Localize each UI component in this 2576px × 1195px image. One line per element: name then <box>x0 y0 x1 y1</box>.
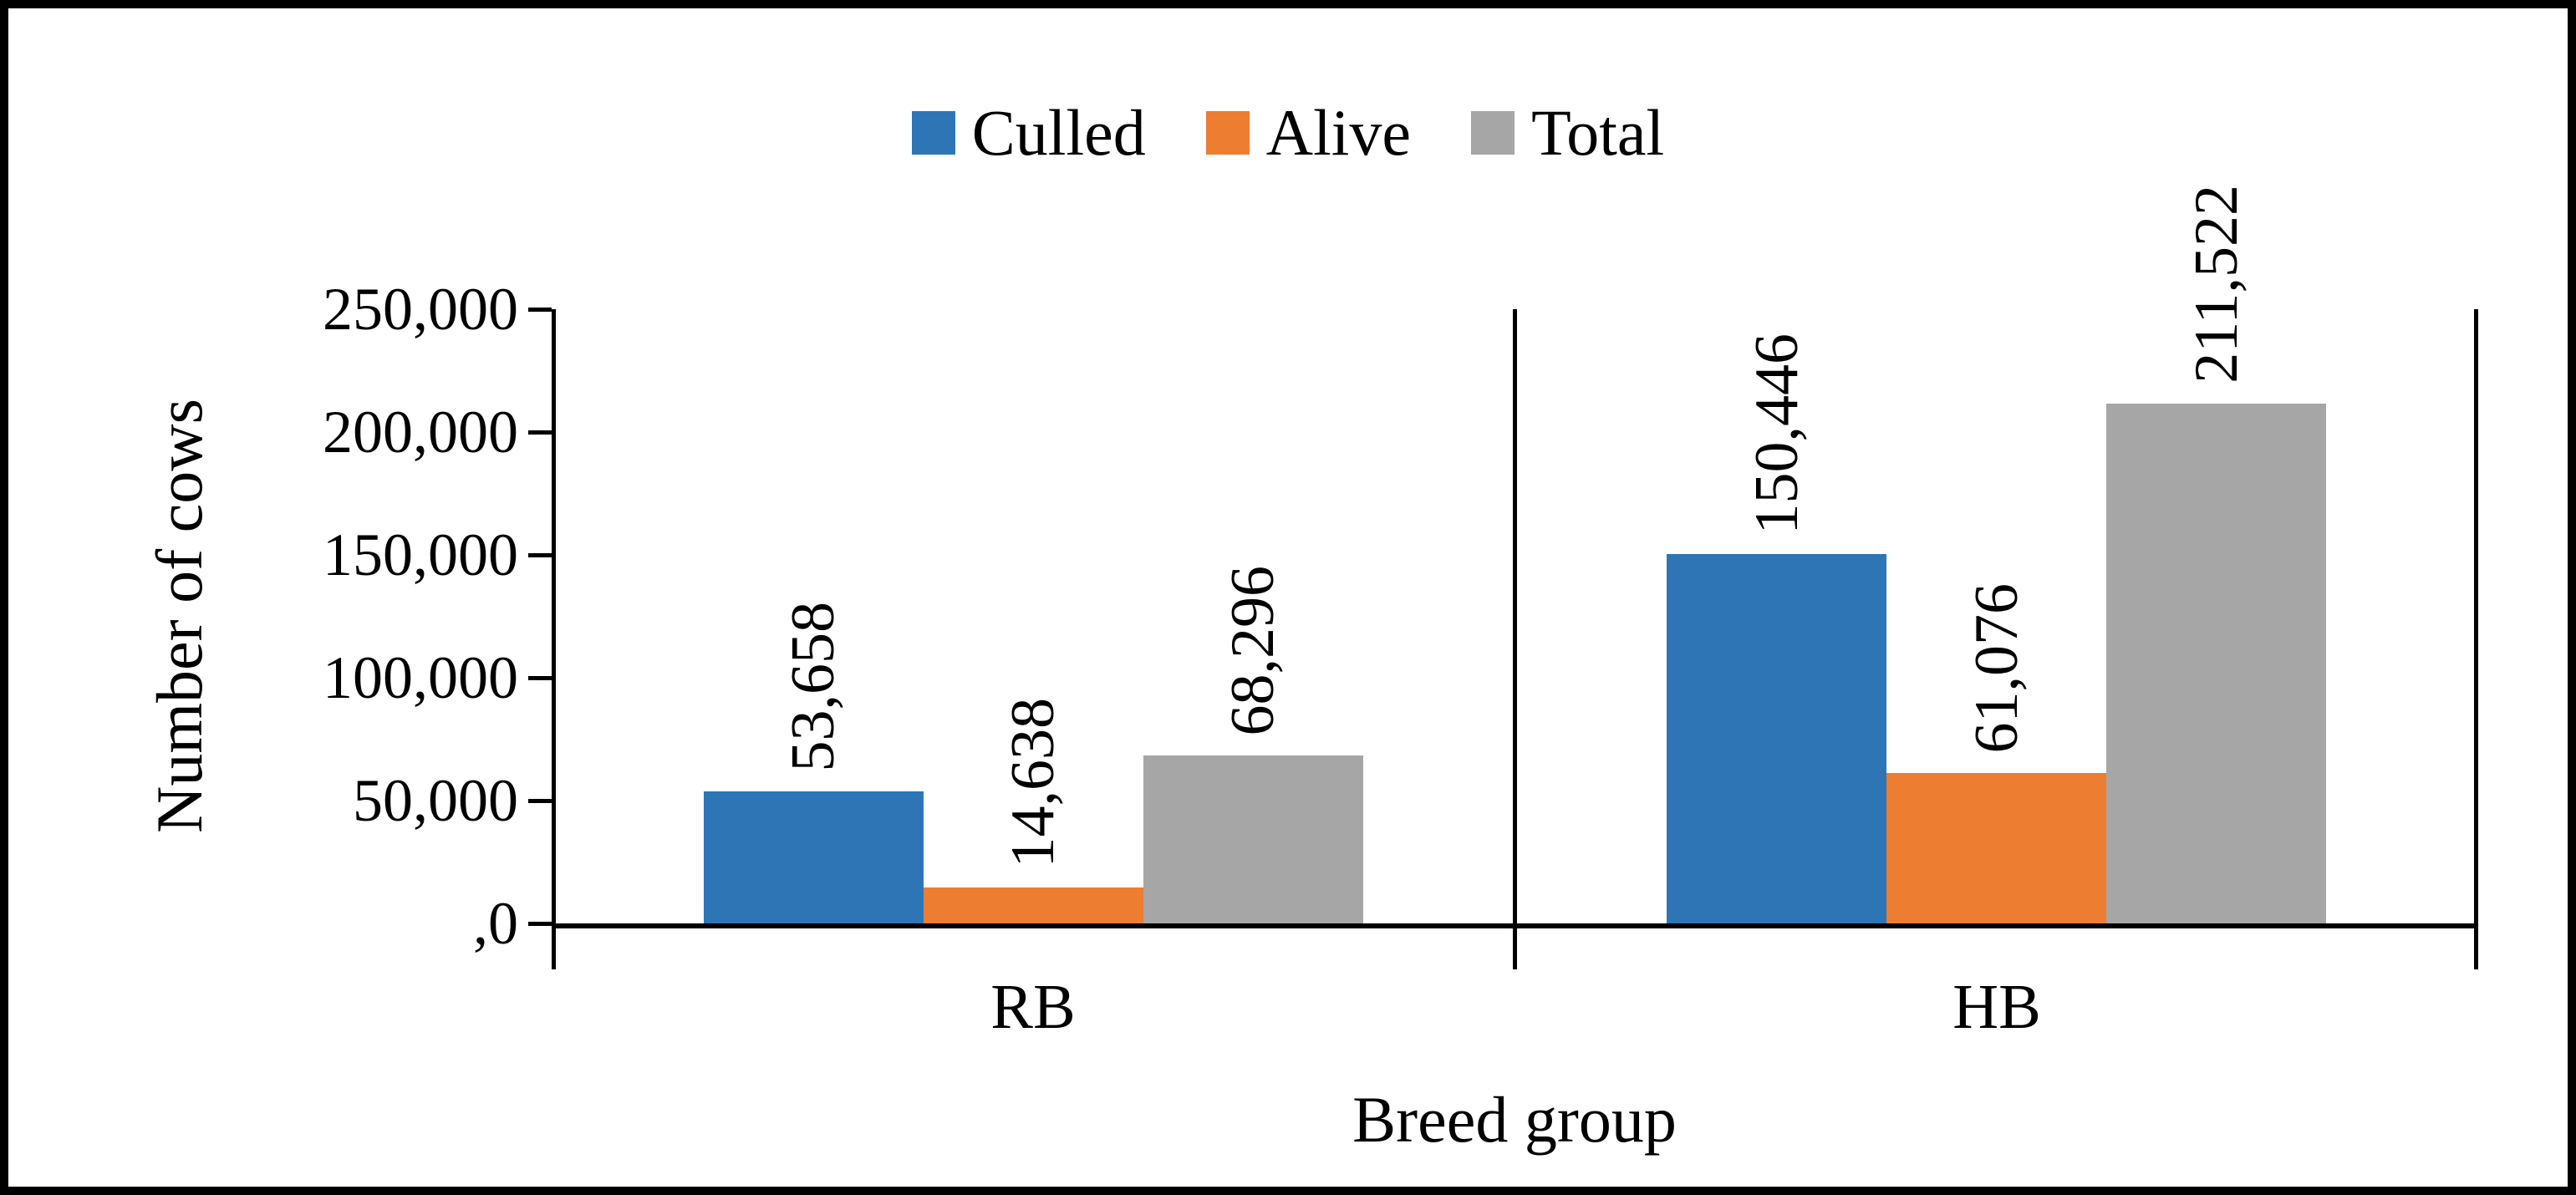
chart-legend: Culled Alive Total <box>8 100 2568 165</box>
legend-swatch-culled-icon <box>911 111 955 155</box>
y-axis-tick-mark <box>528 430 552 435</box>
x-axis-title: Breed group <box>1352 1083 1677 1156</box>
legend-item-alive: Alive <box>1205 96 1412 169</box>
plot-right-border-line <box>2474 309 2478 969</box>
category-label-hb: HB <box>1952 972 2041 1042</box>
y-axis-tick-label: 50,000 <box>353 767 518 834</box>
bar-total-hb <box>2106 404 2327 923</box>
legend-item-culled: Culled <box>911 96 1146 169</box>
y-axis-tick-mark <box>528 921 552 926</box>
y-axis-tick-label: 250,000 <box>323 276 518 343</box>
bar-value-label-culled-rb: 53,658 <box>779 601 848 772</box>
bar-culled-rb <box>703 791 924 923</box>
legend-swatch-alive-icon <box>1205 111 1250 155</box>
legend-label-total: Total <box>1531 96 1665 169</box>
bar-value-label-alive-rb: 14,638 <box>999 697 1068 868</box>
category-divider-line <box>1513 309 1517 969</box>
bar-value-label-culled-hb: 150,446 <box>1742 333 1811 535</box>
bar-alive-hb <box>1886 773 2107 923</box>
y-axis-line <box>552 309 556 969</box>
legend-swatch-total-icon <box>1471 111 1515 155</box>
y-axis-tick-mark <box>528 307 552 312</box>
bar-total-rb <box>1143 755 1363 923</box>
bar-value-label-alive-hb: 61,076 <box>1962 582 2031 754</box>
bar-value-label-total-rb: 68,296 <box>1219 565 1288 736</box>
legend-label-alive: Alive <box>1265 96 1412 169</box>
y-axis-title: Number of cows <box>143 399 216 833</box>
bar-alive-rb <box>923 887 1143 923</box>
bar-value-label-total-hb: 211,522 <box>2181 185 2251 384</box>
legend-item-total: Total <box>1471 100 1664 165</box>
y-axis-tick-mark <box>528 552 552 557</box>
plot-area: 53,658 14,638 68,296 150,446 61,076 211,522 <box>552 185 2478 923</box>
legend-label-culled: Culled <box>971 96 1146 169</box>
y-axis-tick-mark <box>528 798 552 803</box>
category-label-rb: RB <box>990 972 1076 1042</box>
y-axis-tick-label: 100,000 <box>323 644 518 711</box>
bar-culled-hb <box>1667 554 1887 923</box>
y-axis-tick-label: 200,000 <box>323 399 518 465</box>
y-axis-tick-label: ,0 <box>473 890 518 957</box>
y-axis-tick-label: 150,000 <box>323 521 518 588</box>
y-axis-tick-mark <box>528 675 552 680</box>
